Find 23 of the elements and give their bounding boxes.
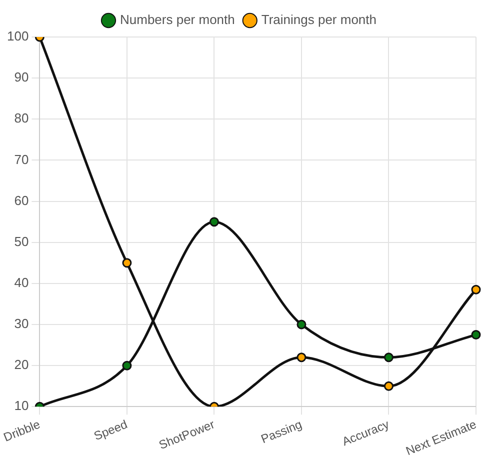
y-tick-label: 40 — [14, 275, 29, 290]
y-tick-label: 20 — [14, 357, 29, 372]
legend-label: Trainings per month — [261, 12, 377, 28]
point — [471, 330, 481, 340]
x-tick-label: Dribble — [2, 417, 42, 444]
legend-label: Numbers per month — [120, 12, 235, 28]
y-tick-label: 70 — [14, 152, 29, 167]
y-tick-label: 30 — [14, 316, 29, 332]
y-tick-label: 100 — [6, 28, 29, 44]
y-tick-label: 60 — [14, 192, 29, 208]
y-tick-label: 80 — [14, 110, 29, 126]
point — [471, 284, 481, 294]
point — [122, 360, 132, 370]
point — [384, 381, 394, 391]
x-tick-label: Speed — [92, 417, 130, 444]
y-tick-label: 50 — [14, 234, 29, 249]
y-tick-label: 90 — [14, 70, 29, 85]
point — [296, 320, 306, 330]
point — [384, 352, 394, 362]
point — [209, 217, 219, 227]
y-tick-label: 10 — [14, 398, 29, 414]
point — [122, 258, 132, 268]
point — [296, 352, 306, 362]
